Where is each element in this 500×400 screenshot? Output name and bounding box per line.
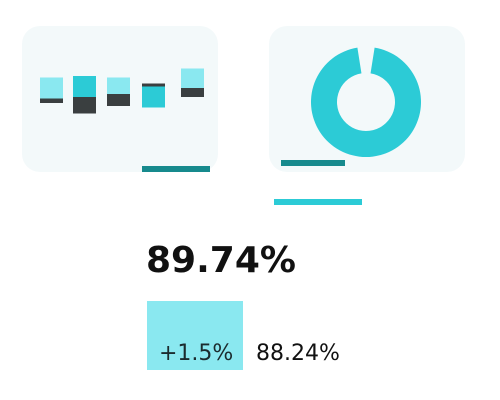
bar-segment-cap-1 <box>40 98 63 103</box>
card-accent-bar <box>142 166 210 172</box>
donut-slice-main <box>311 47 421 158</box>
bar-segment-main-2 <box>73 76 96 97</box>
bar-segment-cap-5 <box>181 88 204 97</box>
bar-segment-cap-4 <box>142 83 165 87</box>
kpi-delta-badge <box>147 301 243 370</box>
bar-segment-main-4 <box>142 86 165 108</box>
bar-segment-cap-2 <box>73 97 96 114</box>
card-accent-bar-dark <box>281 160 345 166</box>
bar-segment-cap-3 <box>107 94 130 106</box>
bar-segment-main-3 <box>107 77 130 94</box>
kpi-previous-value: 88.24% <box>256 341 340 366</box>
kpi-delta-text: +1.5% <box>159 341 234 366</box>
bar-segment-main-1 <box>40 77 63 99</box>
kpi-main-value: 89.74% <box>146 240 296 281</box>
bar-segment-main-5 <box>181 68 204 88</box>
card-accent-bar-light <box>274 199 362 205</box>
